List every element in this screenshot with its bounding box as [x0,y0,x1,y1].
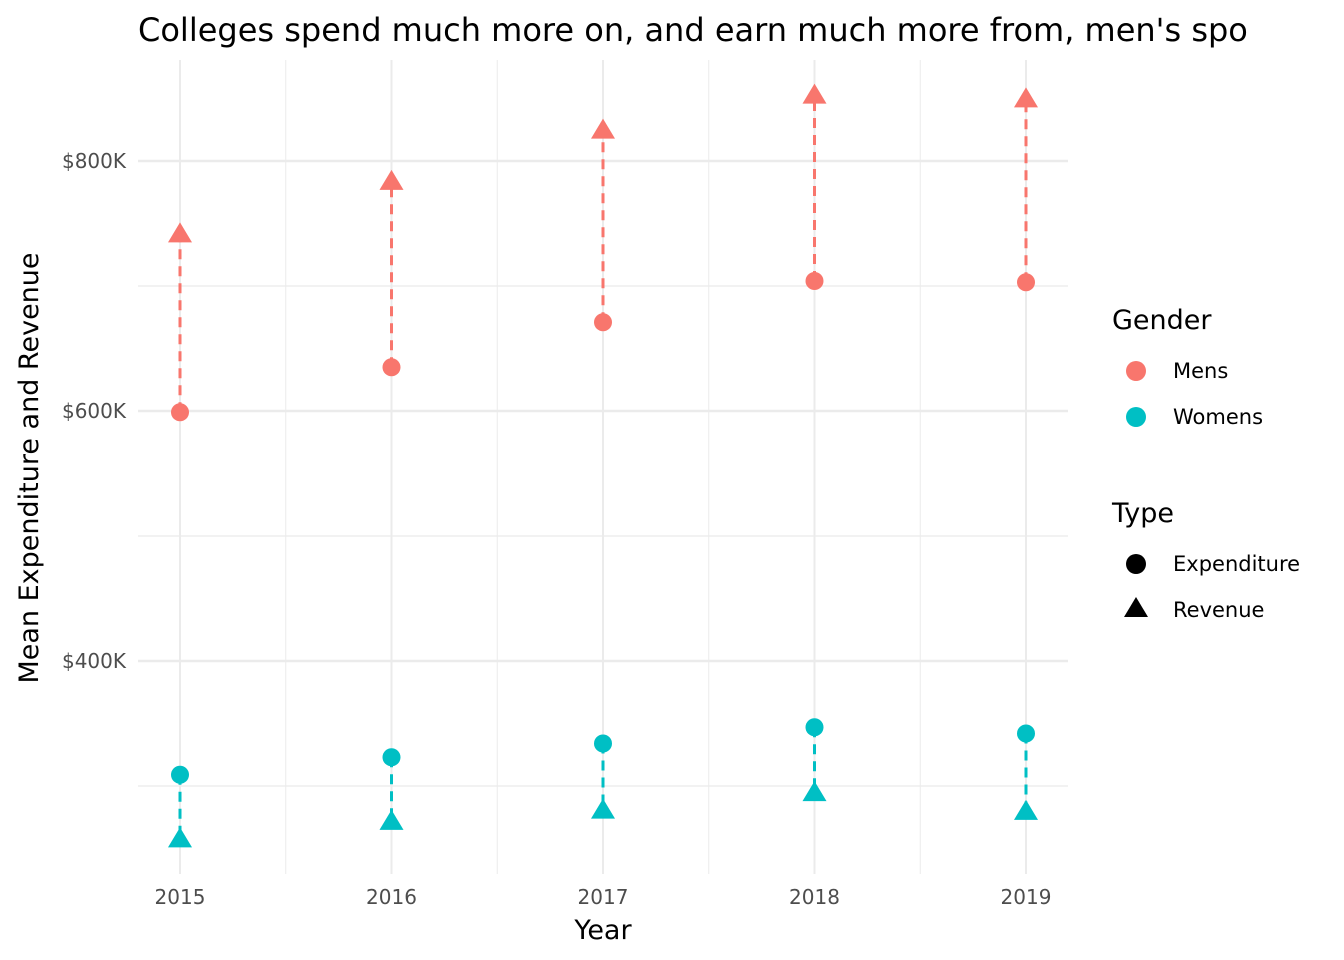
y-axis-ticks: $400K $600K $800K [62,149,127,673]
x-tick-label: 2015 [155,885,206,909]
point-womens-revenue [1014,799,1038,820]
point-mens-revenue [802,83,827,104]
point-womens-revenue [591,798,615,819]
point-mens-expenditure [382,358,401,377]
point-mens-expenditure [1017,273,1035,292]
y-axis-title: Mean Expenditure and Revenue [14,252,45,683]
point-mens-revenue [379,169,404,190]
x-axis-ticks: 2015 2016 2017 2018 2019 [155,885,1052,909]
legend-mens-swatch [1126,361,1146,381]
point-mens-expenditure [805,272,824,290]
y-tick-label: $400K [62,649,127,673]
data-points [168,83,1038,848]
chart-title: Colleges spend much more on, and earn mu… [138,11,1248,49]
point-mens-expenditure [171,403,189,422]
legend-revenue-label: Revenue [1173,598,1264,622]
x-tick-label: 2017 [578,885,629,909]
point-mens-expenditure [594,313,612,332]
legend-mens-label: Mens [1173,359,1228,383]
point-womens-revenue [802,781,827,802]
point-womens-expenditure [1017,724,1035,743]
legend-type-title: Type [1111,498,1174,529]
legend-expenditure-swatch [1126,554,1146,574]
legend-expenditure-label: Expenditure [1173,552,1300,576]
point-mens-revenue [168,222,192,243]
y-tick-label: $600K [62,399,127,423]
legend-womens-swatch [1126,407,1146,427]
x-tick-label: 2018 [789,885,840,909]
y-tick-label: $800K [62,149,127,173]
point-mens-revenue [1014,87,1038,108]
legend-revenue-swatch [1124,597,1148,617]
x-axis-title: Year [573,915,632,946]
legend-gender-title: Gender [1112,305,1212,336]
point-womens-expenditure [171,765,189,784]
point-womens-revenue [168,827,192,848]
point-womens-expenditure [382,748,401,767]
point-womens-expenditure [805,718,824,737]
point-womens-revenue [379,809,404,830]
x-tick-label: 2019 [1001,885,1052,909]
x-tick-label: 2016 [366,885,417,909]
legend-gender: Gender Mens Womens [1112,305,1263,429]
legend-womens-label: Womens [1173,405,1263,429]
point-womens-expenditure [594,734,612,753]
point-mens-revenue [591,118,615,139]
legend-type: Type Expenditure Revenue [1111,498,1300,622]
